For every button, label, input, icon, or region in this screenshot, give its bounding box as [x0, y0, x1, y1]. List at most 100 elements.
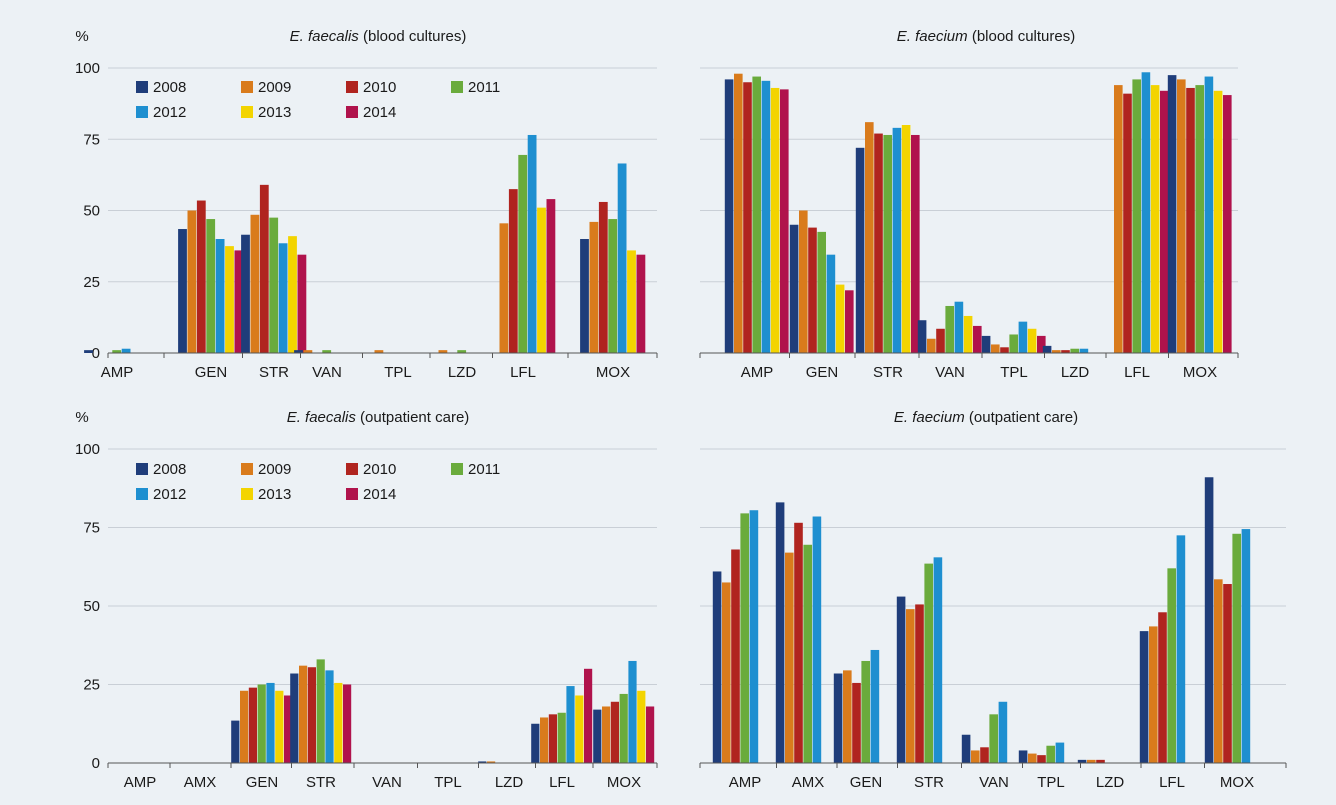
x-tick-label-lzd: LZD: [495, 774, 524, 791]
bar-tpl-2010: [1037, 755, 1046, 763]
bar-van-2008: [917, 320, 927, 353]
bar-tpl-2011: [1009, 334, 1018, 353]
bar-tpl-2009: [1028, 753, 1037, 763]
x-tick-label-mox: MOX: [1220, 774, 1254, 791]
chart-panel-3: E. faecalis (outpatient care)% 0 25 50 75 100…: [75, 409, 658, 791]
y-tick-label: 100: [75, 60, 100, 77]
bar-lzd-2012: [1079, 348, 1089, 353]
x-tick-label-str: STR: [306, 774, 336, 791]
y-tick-label: 0: [92, 345, 100, 362]
y-tick-label: 50: [83, 598, 100, 615]
y-tick-label: 100: [75, 441, 100, 458]
bar-van-2011: [989, 714, 998, 763]
bar-gen-2012: [215, 239, 225, 353]
bar-mox-2010: [1223, 584, 1232, 763]
bar-gen-2008: [231, 720, 240, 763]
legend-label-2010: 2010: [363, 79, 396, 96]
bar-lfl-2014: [1160, 90, 1169, 354]
y-tick-label: 50: [83, 203, 100, 220]
bar-gen-2009: [843, 670, 852, 763]
bar-van-2010: [936, 328, 945, 353]
bar-amp-2011: [112, 350, 122, 353]
bar-mox-2011: [1232, 533, 1241, 763]
bar-tpl-2008: [981, 335, 991, 353]
y-tick-label: 75: [83, 131, 100, 148]
bar-str-2008: [241, 234, 250, 353]
legend-swatch-2011: [451, 81, 463, 93]
x-tick-label-gen: GEN: [246, 774, 279, 791]
bar-lfl-2009: [1149, 626, 1158, 763]
bar-gen-2011: [861, 660, 870, 763]
bar-str-2012: [892, 127, 902, 353]
x-tick-label-lfl: LFL: [1159, 774, 1185, 791]
x-tick-label-lfl: LFL: [1124, 364, 1150, 381]
bar-lzd-2011: [1070, 348, 1079, 353]
bar-lfl-2014: [584, 668, 593, 763]
bar-lfl-2014: [546, 199, 556, 353]
legend-swatch-2009: [241, 81, 253, 93]
bar-van-2011: [322, 350, 332, 353]
bar-amx-2011: [803, 544, 812, 763]
bar-tpl-2010: [1000, 347, 1009, 353]
bar-lfl-2011: [1132, 79, 1141, 354]
bar-amp-2009: [734, 73, 743, 353]
bar-tpl-2012: [1018, 321, 1028, 353]
bar-lfl-2013: [575, 695, 584, 763]
legend-swatch-2012: [136, 106, 148, 118]
bar-str-2010: [915, 604, 924, 763]
bar-lzd-2008: [1077, 759, 1087, 763]
bar-str-2013: [334, 682, 343, 763]
bar-lfl-2009: [499, 223, 509, 353]
x-tick-label-gen: GEN: [195, 364, 228, 381]
legend-swatch-2010: [346, 81, 358, 93]
bar-lfl-2009: [540, 717, 549, 763]
legend-label-2010: 2010: [363, 461, 396, 478]
bar-str-2012: [278, 243, 288, 353]
bar-str-2010: [259, 184, 269, 353]
bar-mox-2012: [628, 660, 637, 763]
bar-amp-2008: [724, 79, 734, 354]
legend-label-2008: 2008: [153, 79, 186, 96]
bar-gen-2014: [284, 695, 293, 763]
bar-str-2011: [924, 563, 933, 763]
bar-str-2011: [269, 217, 279, 353]
bar-str-2008: [855, 147, 865, 353]
bar-gen-2009: [799, 210, 808, 353]
bar-tpl-2011: [1046, 745, 1055, 763]
bar-gen-2013: [835, 284, 845, 353]
x-tick-label-lfl: LFL: [549, 774, 575, 791]
bar-gen-2008: [178, 229, 187, 353]
bar-mox-2009: [1177, 79, 1186, 354]
x-tick-label-tpl: TPL: [434, 774, 462, 791]
chart-title: E. faecium (blood cultures): [897, 28, 1075, 45]
legend-label-2012: 2012: [153, 486, 186, 503]
bar-van-2012: [998, 701, 1008, 763]
bar-mox-2010: [610, 701, 619, 763]
y-tick-label: 25: [83, 677, 100, 694]
bar-mox-2014: [636, 254, 646, 353]
x-tick-label-mox: MOX: [1183, 364, 1217, 381]
bar-gen-2010: [248, 687, 257, 763]
bar-lfl-2012: [1141, 72, 1151, 354]
bar-str-2014: [297, 254, 307, 353]
bar-lfl-2012: [566, 686, 575, 763]
bar-amp-2014: [780, 89, 789, 353]
bar-lzd-2009: [1052, 350, 1061, 353]
bar-amp-2011: [752, 76, 761, 354]
bar-str-2008: [896, 596, 906, 763]
legend-swatch-2011: [451, 463, 463, 475]
bar-lfl-2013: [537, 207, 546, 353]
bar-str-2013: [901, 125, 911, 353]
bar-amp-2009: [722, 582, 731, 763]
bar-mox-2008: [1204, 477, 1214, 763]
bar-amp-2012: [749, 510, 759, 763]
x-tick-label-tpl: TPL: [1000, 364, 1028, 381]
bar-amp-2008: [712, 571, 722, 763]
bar-amx-2009: [785, 552, 794, 763]
bar-gen-2013: [275, 690, 284, 763]
bar-gen-2010: [852, 682, 861, 763]
bar-mox-2009: [1214, 579, 1223, 763]
bar-str-2009: [865, 122, 874, 354]
x-tick-label-amp: AMP: [124, 774, 157, 791]
bar-van-2009: [927, 338, 936, 353]
